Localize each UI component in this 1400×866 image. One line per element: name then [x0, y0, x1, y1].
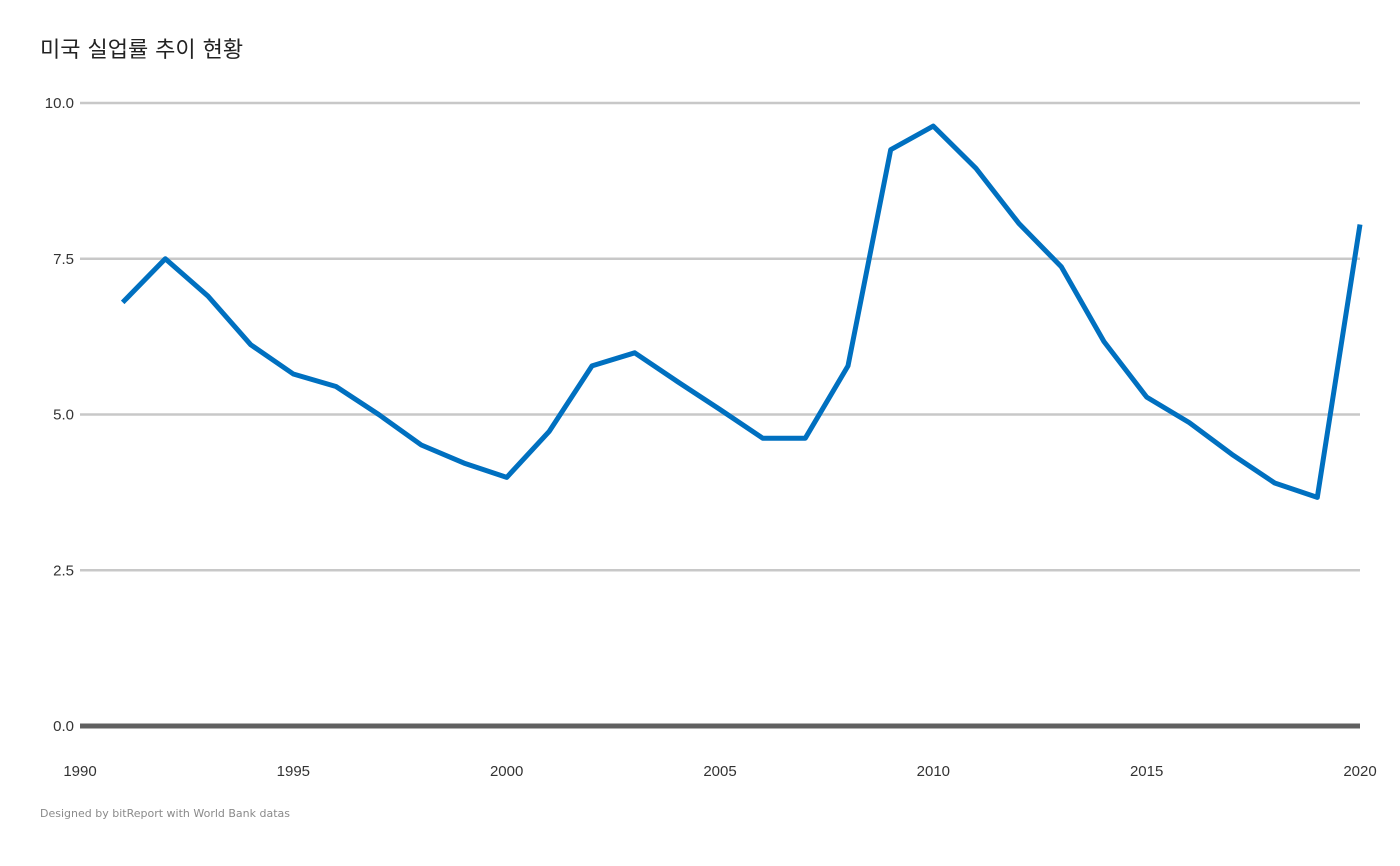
gridlines	[80, 101, 1360, 729]
y-tick-label: 0.0	[53, 718, 74, 735]
data-points	[120, 124, 1362, 500]
x-tick-label: 2015	[1130, 763, 1163, 780]
x-tick-label: 2005	[703, 763, 736, 780]
y-axis-ticks: 0.0 2.5 5.0 7.5 10.0	[45, 95, 74, 735]
chart-title: 미국 실업률 추이 현황	[40, 38, 244, 63]
x-tick-label: 2010	[917, 763, 950, 780]
y-tick-label: 2.5	[53, 562, 74, 579]
x-tick-label: 1995	[277, 763, 310, 780]
x-tick-label: 2020	[1343, 763, 1376, 780]
x-tick-label: 1990	[63, 763, 96, 780]
x-axis-ticks: 1990 1995 2000 2005 2010 2015 2020	[63, 763, 1376, 780]
y-tick-label: 10.0	[45, 95, 74, 112]
y-tick-label: 7.5	[53, 251, 74, 268]
series-layer	[120, 123, 1363, 500]
x-tick-label: 2000	[490, 763, 523, 780]
series-line	[120, 123, 1363, 500]
y-tick-label: 5.0	[53, 407, 74, 424]
footer-credit: Designed by bitReport with World Bank da…	[40, 807, 291, 820]
